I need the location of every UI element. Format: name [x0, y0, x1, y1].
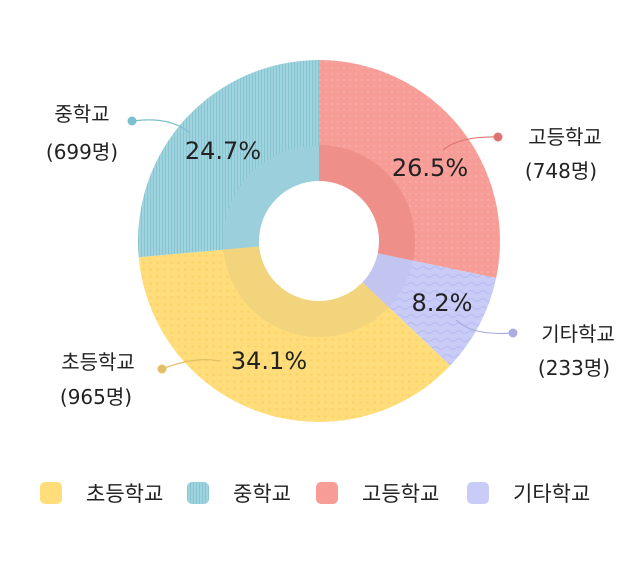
- leader-lines: [132, 119, 514, 370]
- high-percent: 26.5%: [392, 154, 468, 182]
- elem-count: (965명): [59, 385, 133, 409]
- legend-item-elementary[interactable]: 초등학교: [40, 478, 163, 508]
- high-label: 고등학교: [528, 125, 602, 149]
- leader-dots: [127, 116, 518, 374]
- legend-label: 초등학교: [86, 482, 164, 506]
- middle-percent: 24.7%: [185, 137, 261, 165]
- middle-count: (699명): [45, 140, 119, 164]
- elementary-swatch-icon: [40, 482, 62, 504]
- legend-item-other[interactable]: 기타학교: [467, 478, 590, 508]
- legend-item-high[interactable]: 고등학교: [316, 478, 439, 508]
- legend-item-middle[interactable]: 중학교: [187, 478, 291, 508]
- other-count: (233명): [537, 356, 611, 380]
- middle-swatch-icon: [187, 482, 209, 504]
- elem-label: 초등학교: [61, 350, 135, 374]
- other-label: 기타학교: [541, 322, 615, 346]
- middle-label: 중학교: [54, 102, 110, 126]
- donut-hole: [259, 181, 379, 301]
- legend-label: 중학교: [233, 482, 291, 506]
- middle-dot-icon: [127, 116, 137, 126]
- legend-label: 기타학교: [513, 482, 591, 506]
- other-dot-icon: [508, 328, 518, 338]
- elem-percent: 34.1%: [231, 347, 307, 375]
- elem-dot-icon: [157, 364, 167, 374]
- legend: 초등학교 중학교 고등학교 기타학교: [0, 478, 636, 508]
- other-swatch-icon: [467, 482, 489, 504]
- high-swatch-icon: [316, 482, 338, 504]
- high-dot-icon: [493, 132, 503, 142]
- high-count: (748명): [524, 159, 598, 183]
- other-percent: 8.2%: [412, 289, 473, 317]
- legend-label: 고등학교: [362, 482, 440, 506]
